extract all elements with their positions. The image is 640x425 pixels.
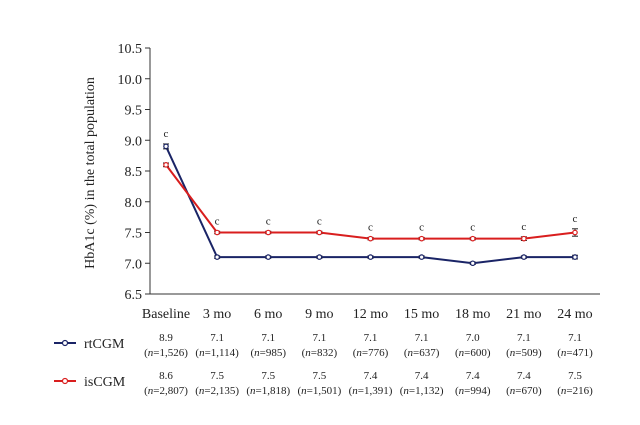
table-value: 7.1 — [210, 332, 224, 344]
table-value: 7.5 — [210, 370, 224, 382]
table-n-count: (n=1,526) — [144, 347, 188, 359]
y-tick-label: 8.0 — [125, 196, 143, 211]
table-n-count: (n=2,135) — [195, 385, 239, 397]
table-value: 7.1 — [313, 332, 327, 344]
data-point-rtCGM — [265, 254, 272, 260]
table-n-count: (n=670) — [506, 385, 542, 397]
table-n-count: (n=216) — [557, 385, 593, 397]
data-point-isCGM — [572, 229, 578, 236]
data-point-rtCGM — [521, 254, 527, 260]
table-n-count: (n=1,114) — [195, 347, 239, 359]
table-n-count: (n=2,807) — [144, 385, 188, 397]
data-point-rtCGM — [163, 143, 169, 150]
data-point-isCGM — [418, 235, 425, 242]
x-tick-label: 21 mo — [506, 307, 541, 322]
table-value: 7.4 — [364, 370, 378, 382]
data-point-isCGM — [214, 229, 220, 236]
x-tick-label: 24 mo — [557, 307, 592, 322]
y-tick-label: 7.5 — [125, 227, 143, 242]
table-value: 8.6 — [159, 370, 173, 382]
table-n-count: (n=1,818) — [246, 385, 290, 397]
y-tick-label: 10.0 — [118, 73, 143, 88]
x-tick-label: 18 mo — [455, 307, 490, 322]
significance-mark: c — [215, 215, 220, 227]
table-n-count: (n=637) — [404, 347, 440, 359]
data-point-rtCGM — [418, 254, 425, 260]
table-n-count: (n=832) — [302, 347, 338, 359]
data-point-isCGM — [316, 229, 323, 236]
table-n-count: (n=600) — [455, 347, 491, 359]
significance-mark: c — [317, 215, 322, 227]
table-n-count: (n=471) — [557, 347, 593, 359]
legend-marker-isCGM — [61, 377, 69, 385]
table-value: 7.5 — [568, 370, 582, 382]
table-n-count: (n=994) — [455, 385, 491, 397]
y-tick-label: 6.5 — [125, 288, 143, 303]
table-n-count: (n=1,501) — [297, 385, 341, 397]
table-n-count: (n=1,132) — [400, 385, 444, 397]
data-point-isCGM — [367, 235, 374, 242]
x-tick-label: 6 mo — [254, 307, 282, 322]
legend-label-isCGM: isCGM — [84, 375, 126, 390]
data-point-rtCGM — [572, 254, 578, 260]
table-n-count: (n=509) — [506, 347, 542, 359]
data-point-isCGM — [163, 162, 169, 168]
table-value: 7.1 — [517, 332, 531, 344]
table-value: 8.9 — [159, 332, 173, 344]
x-tick-label: 15 mo — [404, 307, 439, 322]
data-point-rtCGM — [214, 254, 220, 260]
y-tick-label: 9.0 — [125, 134, 143, 149]
data-point-rtCGM — [469, 260, 476, 267]
table-value: 7.4 — [517, 370, 531, 382]
significance-mark: c — [164, 128, 169, 140]
table-value: 7.0 — [466, 332, 480, 344]
data-point-rtCGM — [316, 254, 323, 260]
table-value: 7.4 — [466, 370, 480, 382]
data-point-isCGM — [469, 235, 476, 242]
x-tick-label: 3 mo — [203, 307, 231, 322]
table-n-count: (n=1,391) — [349, 385, 393, 397]
y-axis-title: HbA1c (%) in the total population — [83, 77, 98, 269]
data-point-isCGM — [265, 229, 272, 236]
table-value: 7.1 — [415, 332, 429, 344]
x-tick-label: 12 mo — [353, 307, 388, 322]
significance-mark: c — [266, 215, 271, 227]
x-tick-label: Baseline — [142, 307, 190, 322]
legend-label-rtCGM: rtCGM — [84, 337, 125, 352]
table-value: 7.1 — [364, 332, 378, 344]
table-value: 7.1 — [261, 332, 275, 344]
data-point-rtCGM — [367, 254, 374, 260]
significance-mark: c — [368, 221, 373, 233]
y-tick-label: 10.5 — [118, 42, 143, 57]
legend-marker-rtCGM — [61, 339, 69, 347]
table-n-count: (n=985) — [250, 347, 286, 359]
significance-mark: c — [573, 213, 578, 225]
y-tick-label: 8.5 — [125, 165, 143, 180]
y-tick-label: 9.5 — [125, 104, 143, 119]
table-value: 7.5 — [261, 370, 275, 382]
data-point-isCGM — [521, 235, 527, 242]
table-value: 7.1 — [568, 332, 582, 344]
significance-mark: c — [521, 221, 526, 233]
series-line-rtCGM — [165, 145, 575, 265]
x-tick-label: 9 mo — [305, 307, 333, 322]
table-n-count: (n=776) — [353, 347, 389, 359]
significance-mark: c — [470, 221, 475, 233]
significance-mark: c — [419, 221, 424, 233]
table-value: 7.4 — [415, 370, 429, 382]
table-value: 7.5 — [313, 370, 327, 382]
y-tick-label: 7.0 — [125, 257, 143, 272]
